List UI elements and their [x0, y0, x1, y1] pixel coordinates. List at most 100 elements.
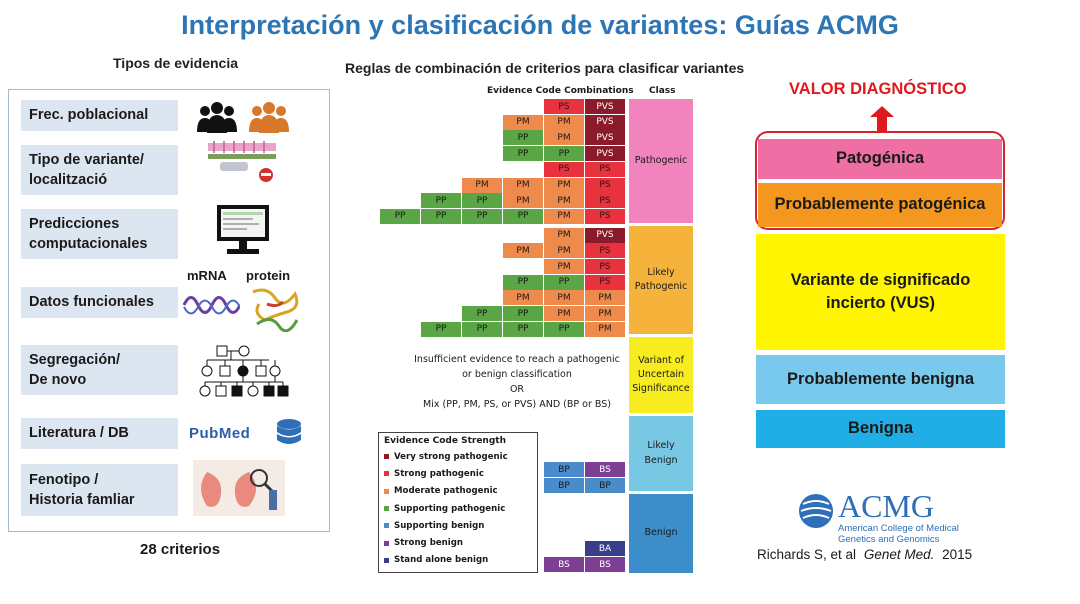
evidence-code-cell: PS	[585, 161, 625, 177]
page-title: Interpretación y clasificación de varian…	[181, 10, 899, 40]
criteria-count: 28 criterios	[140, 541, 221, 558]
legend-swatch	[384, 454, 389, 460]
vus-note-line: Mix (PP, PM, PS, or PVS) AND (BP or BS)	[423, 399, 611, 410]
legend-swatch	[384, 506, 389, 512]
legend-label: Moderate pathogenic	[394, 486, 498, 497]
tier-pathogenic: Patogénica	[758, 139, 1002, 179]
evidence-code-cell: PM	[503, 243, 543, 259]
legend-item: Supporting benign	[384, 517, 532, 534]
legend-label: Supporting benign	[394, 520, 485, 531]
evidence-code-cell: PM	[503, 114, 543, 130]
evidence-panel: Frec. poblacional Tipo de variante/ loca…	[8, 89, 330, 532]
class-vus: Variant of Uncertain Significance	[629, 337, 693, 413]
evidence-code-cell: PP	[421, 321, 461, 337]
evidence-code-cell: PVS	[585, 114, 625, 130]
evidence-code-cell: PM	[544, 290, 584, 306]
evidence-code-cell: PP	[503, 306, 543, 322]
legend-swatch	[384, 557, 389, 563]
legend-swatch	[384, 523, 389, 529]
evidence-code-cell: PP	[380, 208, 420, 224]
strength-legend: Evidence Code Strength Very strong patho…	[378, 432, 538, 573]
vus-note: Insufficient evidence to reach a pathoge…	[412, 352, 622, 412]
evidence-label: Historia famliar	[29, 492, 135, 508]
tier-label: Probablemente patogénica	[774, 195, 986, 214]
evidence-code-cell: PS	[585, 193, 625, 209]
evidence-code-cell: PM	[544, 243, 584, 259]
evidence-code-cell: BS	[585, 557, 625, 572]
pedigree-icon	[199, 345, 289, 397]
evidence-label: De novo	[29, 372, 87, 388]
evidence-code-cell: BP	[585, 478, 625, 493]
class-header: Class	[649, 86, 676, 96]
evidence-item-population: Frec. poblacional	[21, 100, 178, 131]
diagnostic-value-heading: VALOR DIAGNÓSTICO	[789, 80, 967, 98]
evidence-code-cell: PS	[585, 274, 625, 290]
legend-swatch	[384, 471, 389, 477]
evidence-code-cell: PM	[462, 177, 502, 193]
evidence-code-cell: PP	[544, 146, 584, 162]
evidence-code-cell: BP	[544, 462, 584, 477]
evidence-code-cell: PM	[585, 321, 625, 337]
evidence-code-cell: PP	[421, 193, 461, 209]
tier-vus: Variante de significado incierto (VUS)	[756, 234, 1005, 350]
evidence-code-cell: PM	[544, 306, 584, 322]
vus-note-line: OR	[509, 384, 525, 395]
legend-label: Strong pathogenic	[394, 468, 484, 479]
mrna-icon	[182, 296, 240, 315]
evidence-item-variant-type: Tipo de variante/ localització	[21, 145, 178, 195]
tier-label: Benigna	[847, 419, 914, 438]
evidence-label: Literatura / DB	[29, 425, 129, 442]
evidence-label: Predicciones	[29, 215, 120, 232]
legend-item: Supporting pathogenic	[384, 500, 532, 517]
citation: Richards S, et al Genet Med. 2015	[757, 547, 972, 562]
evidence-code-cell: BA	[585, 541, 625, 556]
evidence-code-cell: BS	[585, 462, 625, 477]
legend-label: Supporting pathogenic	[394, 503, 506, 514]
evidence-label: Frec. poblacional	[29, 107, 149, 124]
legend-item: Stand alone benign	[384, 552, 532, 569]
evidence-label: Tipo de variante/	[29, 151, 144, 168]
acmg-logo-icon	[799, 494, 833, 528]
pathogenic-highlight-frame	[755, 131, 1005, 230]
evidence-code-cell: PM	[544, 193, 584, 209]
evidence-code-cell: PS	[544, 99, 584, 114]
evidence-label: Datos funcionales	[29, 294, 154, 311]
citation-journal: Genet Med.	[863, 547, 935, 562]
combinations-header: Evidence Code Combinations	[487, 86, 634, 96]
evidence-code-cell: PS	[544, 161, 584, 177]
evidence-item-functional: Datos funcionales	[21, 287, 178, 318]
pubmed-logo: PubMed	[189, 425, 251, 442]
arrow-up-icon	[870, 106, 894, 132]
legend-label: Strong benign	[394, 538, 464, 549]
computer-icon	[217, 205, 269, 254]
evidence-label: Fenotipo /	[29, 471, 99, 488]
evidence-code-cell: PVS	[585, 146, 625, 162]
class-pathogenic: Pathogenic	[629, 99, 693, 223]
evidence-item-literature: Literatura / DB	[21, 418, 178, 449]
legend-title: Evidence Code Strength	[384, 436, 506, 446]
evidence-code-cell: PM	[544, 259, 584, 274]
evidence-code-cell: PP	[421, 208, 461, 224]
legend-label: Very strong pathogenic	[394, 451, 508, 462]
evidence-code-cell: PM	[503, 177, 543, 193]
evidence-code-cell: PS	[585, 243, 625, 259]
legend-label: Stand alone benign	[394, 555, 489, 566]
evidence-code-cell: PM	[503, 290, 543, 306]
legend-item: Moderate pathogenic	[384, 483, 532, 500]
database-icon	[277, 419, 301, 444]
evidence-code-cell: PP	[462, 306, 502, 322]
evidence-code-cell: PM	[503, 193, 543, 209]
legend-swatch	[384, 540, 389, 546]
population-icon	[197, 102, 289, 133]
kidney-icon	[193, 460, 285, 516]
class-likely-benign: Likely Benign	[629, 416, 693, 491]
acmg-subtitle-line: Genetics and Genomics	[838, 534, 940, 546]
evidence-code-cell: PM	[585, 306, 625, 322]
acmg-subtitle-line: American College of Medical	[838, 523, 959, 534]
legend-item: Very strong pathogenic	[384, 448, 532, 465]
evidence-code-cell: PM	[544, 114, 584, 130]
evidence-code-cell: PP	[503, 274, 543, 290]
legend-item: Strong benign	[384, 534, 532, 551]
evidence-code-cell: PP	[503, 321, 543, 337]
evidence-code-cell: PP	[503, 130, 543, 146]
